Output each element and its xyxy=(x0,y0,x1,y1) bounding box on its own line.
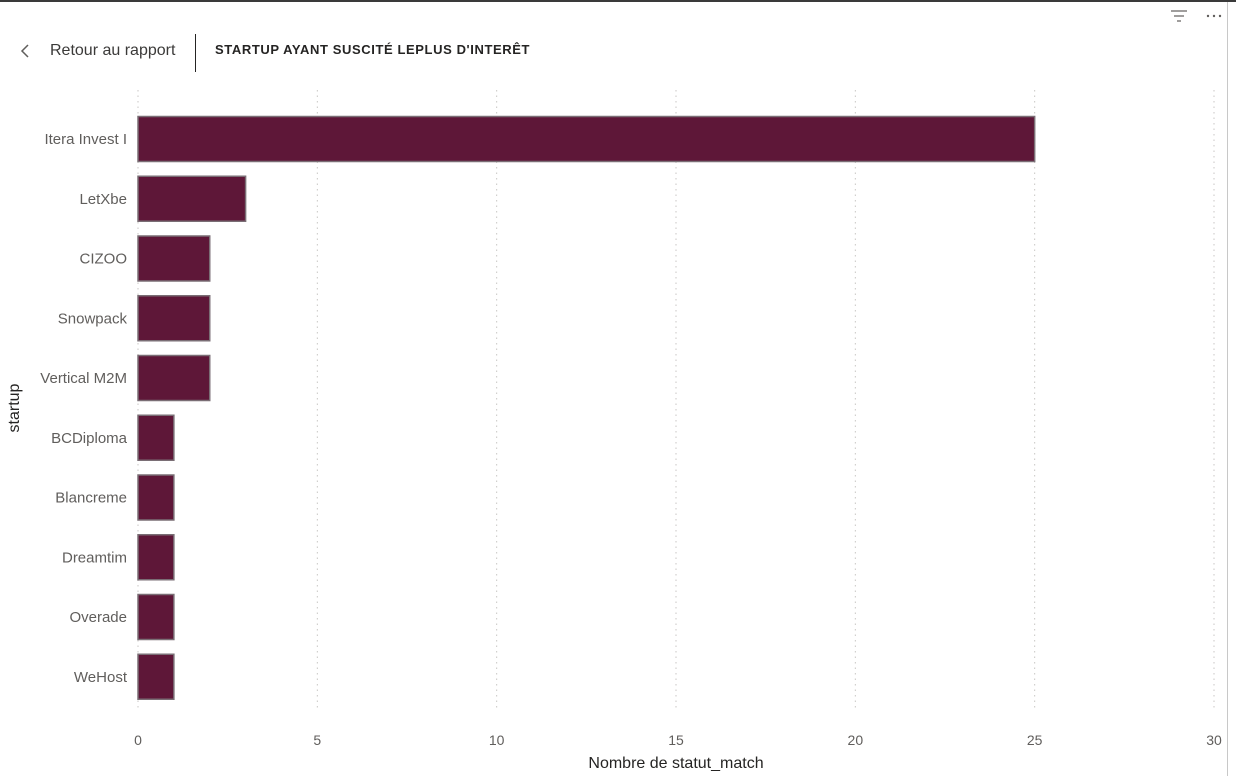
category-label: Vertical M2M xyxy=(40,370,127,387)
more-options-icon[interactable] xyxy=(1203,8,1225,24)
back-to-report-label: Retour au rapport xyxy=(50,42,176,59)
bar[interactable] xyxy=(137,474,175,521)
chevron-left-icon xyxy=(20,44,29,58)
category-labels: Itera Invest I LetXbe CIZOO Snowpack Vertica… xyxy=(40,131,128,686)
category-label: CIZOO xyxy=(80,251,128,268)
x-tick-label: 15 xyxy=(668,732,684,748)
category-label: Blancreme xyxy=(55,490,127,507)
bar[interactable] xyxy=(137,414,175,461)
category-label: Overade xyxy=(69,609,127,626)
x-tick-label: 20 xyxy=(848,732,864,748)
window-right-border xyxy=(1227,2,1228,776)
bar[interactable] xyxy=(137,534,175,581)
category-label: BCDiploma xyxy=(51,430,128,447)
x-tick-label: 0 xyxy=(134,732,142,748)
window-top-border xyxy=(0,0,1236,2)
back-to-report-button[interactable]: Retour au rapport xyxy=(14,36,175,66)
x-axis-title: Nombre de statut_match xyxy=(588,755,763,772)
filter-icon[interactable] xyxy=(1169,8,1189,24)
header-divider xyxy=(195,34,196,72)
bar[interactable] xyxy=(137,295,211,342)
category-label: LetXbe xyxy=(79,191,127,208)
page-title: STARTUP AYANT SUSCITÉ LEPLUS D'INTERÊT xyxy=(215,42,531,57)
y-axis-title: startup xyxy=(6,383,23,432)
x-tick-label: 5 xyxy=(313,732,321,748)
category-label: Snowpack xyxy=(58,310,128,327)
bar[interactable] xyxy=(137,115,1036,163)
x-tick-label: 25 xyxy=(1027,732,1043,748)
bar[interactable] xyxy=(137,653,175,700)
category-label: WeHost xyxy=(74,669,128,686)
bar[interactable] xyxy=(137,235,211,282)
bar[interactable] xyxy=(137,593,175,641)
x-tick-labels: 0 5 10 15 20 25 30 xyxy=(134,732,1222,748)
category-label: Itera Invest I xyxy=(44,131,127,148)
x-tick-label: 30 xyxy=(1206,732,1222,748)
bars xyxy=(137,115,1036,700)
x-tick-label: 10 xyxy=(489,732,505,748)
category-label: Dreamtim xyxy=(62,549,127,566)
bar[interactable] xyxy=(137,175,247,222)
bar[interactable] xyxy=(137,354,211,402)
gridlines xyxy=(137,90,1215,708)
